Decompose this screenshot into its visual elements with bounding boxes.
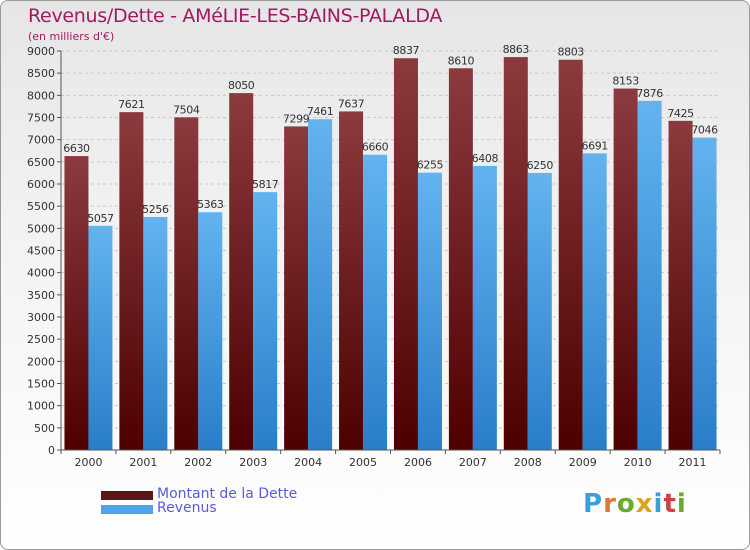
label-debt-2011: 7425 [667,107,694,120]
y-tick-label: 8000 [27,89,55,102]
bar-revenue-2006 [417,172,442,450]
bar-debt-2010 [613,88,638,451]
legend-label-revenue: Revenus [157,500,217,516]
label-revenue-2000: 5057 [87,212,114,225]
y-tick-label: 6000 [27,178,55,191]
label-revenue-2004: 7461 [307,105,333,118]
axes [60,51,720,451]
y-tick-label: 1500 [27,378,55,391]
label-debt-2004: 7299 [283,112,310,125]
bar-debt-2009 [558,59,583,450]
y-tick-label: 1000 [27,400,55,413]
label-revenue-2003: 5817 [252,178,279,191]
bar-revenue-2003 [253,192,278,450]
y-tick-label: 0 [48,444,55,457]
legend-swatch-debt [101,491,153,500]
label-debt-2009: 8803 [558,46,585,59]
y-tick-label: 5000 [27,222,55,235]
x-tick-label: 2011 [679,456,707,469]
y-tick-label: 5500 [27,200,55,213]
x-axis-ticks: 2000 2001 2002 2003 2004 2005 2006 2007 2008 2009… [60,450,721,469]
y-tick-label: 3000 [27,311,55,324]
bar-revenue-2004 [308,119,333,450]
bar-revenue-2007 [472,165,497,451]
bar-revenue-2009 [582,153,607,450]
bar-debt-2003 [229,93,254,450]
legend-swatch-revenue [101,505,153,514]
x-tick-label: 2000 [74,456,102,469]
x-tick-label: 2007 [459,456,487,469]
label-revenue-2007: 6408 [472,152,499,165]
bar-revenue-2011 [692,137,717,451]
legend-label-debt: Montant de la Dette [157,486,298,502]
label-debt-2002: 7504 [173,103,200,116]
label-revenue-2009: 6691 [582,139,608,152]
x-tick-label: 2005 [349,456,377,469]
bar-debt-2008 [503,57,528,450]
chart-title: Revenus/Dette - AMéLIE-LES-BAINS-PALALDA [28,5,443,27]
label-debt-2010: 8153 [612,75,639,88]
label-debt-2003: 8050 [228,79,255,92]
bar-debt-2006 [393,58,418,451]
x-tick-label: 2009 [569,456,597,469]
label-revenue-2001: 5256 [142,203,169,216]
y-tick-label: 4500 [27,245,55,258]
label-debt-2008: 8863 [503,43,530,56]
chart-subtitle: (en milliers d'€) [28,30,115,43]
label-debt-2000: 6630 [63,142,90,155]
label-revenue-2005: 6660 [362,141,389,154]
bar-revenue-2008 [527,172,552,450]
bar-debt-2011 [668,120,693,450]
y-tick-label: 7000 [27,134,55,147]
bar-debt-2004 [284,126,309,450]
x-tick-label: 2004 [294,456,322,469]
y-tick-label: 2000 [27,355,55,368]
grid-lines [61,50,720,451]
x-tick-label: 2002 [184,456,212,469]
y-tick-label: 8500 [27,67,55,80]
bar-revenue-2010 [637,100,662,451]
y-tick-label: 7500 [27,112,55,125]
x-tick-label: 2003 [239,456,267,469]
bar-revenue-2002 [198,212,223,450]
y-tick-label: 3500 [27,289,55,302]
bar-debt-2002 [174,117,199,451]
proxiti-logo: Proxiti [583,489,687,519]
y-axis-ticks: 0 500 1000 1500 2000 2500 3000 3500 4000 4500 5000… [27,45,61,457]
y-tick-label: 6500 [27,156,55,169]
label-revenue-2002: 5363 [197,198,224,211]
x-tick-label: 2006 [404,456,432,469]
bar-debt-2005 [339,111,364,450]
y-tick-label: 4000 [27,267,55,280]
y-tick-label: 500 [34,422,55,435]
bars [64,57,717,451]
label-revenue-2008: 6250 [527,159,554,172]
x-tick-label: 2010 [624,456,652,469]
label-debt-2005: 7637 [338,97,365,110]
label-revenue-2010: 7876 [636,87,663,100]
bar-revenue-2000 [88,225,113,450]
label-revenue-2006: 6255 [417,159,444,172]
y-tick-label: 2500 [27,333,55,346]
bar-revenue-2005 [363,154,388,451]
label-debt-2006: 8837 [393,44,420,57]
x-tick-label: 2008 [514,456,542,469]
bar-debt-2000 [64,156,89,450]
label-revenue-2011: 7046 [691,124,718,137]
bar-debt-2007 [448,68,473,450]
y-tick-label: 9000 [27,45,55,58]
data-labels: 6630 5057 7621 5256 7504 5363 8050 5817 72997461… [63,43,718,225]
label-debt-2001: 7621 [118,98,144,111]
x-tick-label: 2001 [129,456,157,469]
label-debt-2007: 8610 [448,54,475,67]
bar-debt-2001 [119,112,144,450]
bar-revenue-2001 [143,216,168,450]
